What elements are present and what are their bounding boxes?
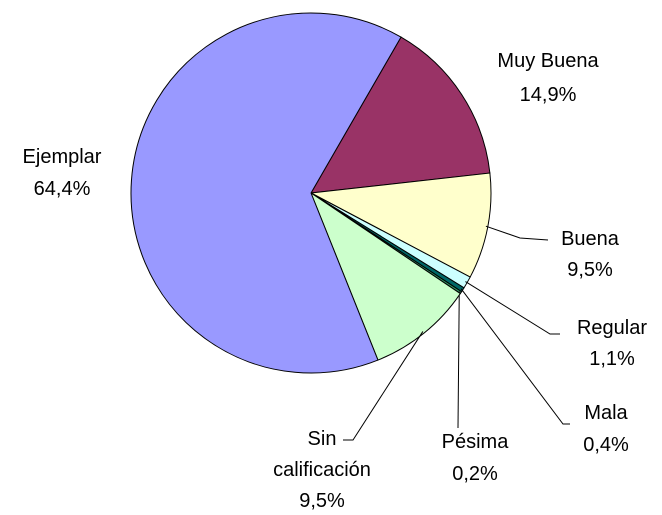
slice-value-label: 9,5% — [567, 259, 613, 281]
slice-label: Regular — [576, 317, 648, 339]
slice-label: Buena — [561, 228, 619, 250]
pie-slice — [309, 191, 461, 361]
pie-slice — [130, 12, 402, 374]
slice-value-label: 9,5% — [299, 490, 345, 512]
leader-line — [485, 225, 549, 241]
slice-label: Muy Buena — [497, 50, 599, 72]
slice-value-label: 1,1% — [589, 348, 635, 370]
leader-line — [457, 291, 460, 429]
slice-value-label: 0,4% — [583, 434, 629, 456]
slice-value-label: 14,9% — [519, 84, 577, 106]
slice-label: Ejemplar — [22, 146, 102, 168]
slice-value-label: 0,2% — [452, 463, 498, 485]
slice-value-label: 64,4% — [33, 178, 91, 200]
leader-line — [465, 281, 560, 335]
slice-label: Pésima — [441, 431, 509, 453]
pie-slice — [310, 36, 491, 194]
leader-line — [460, 288, 570, 425]
slice-label: Sin calificación — [273, 428, 371, 481]
slice-label: Mala — [584, 402, 628, 424]
leader-line — [343, 331, 424, 441]
